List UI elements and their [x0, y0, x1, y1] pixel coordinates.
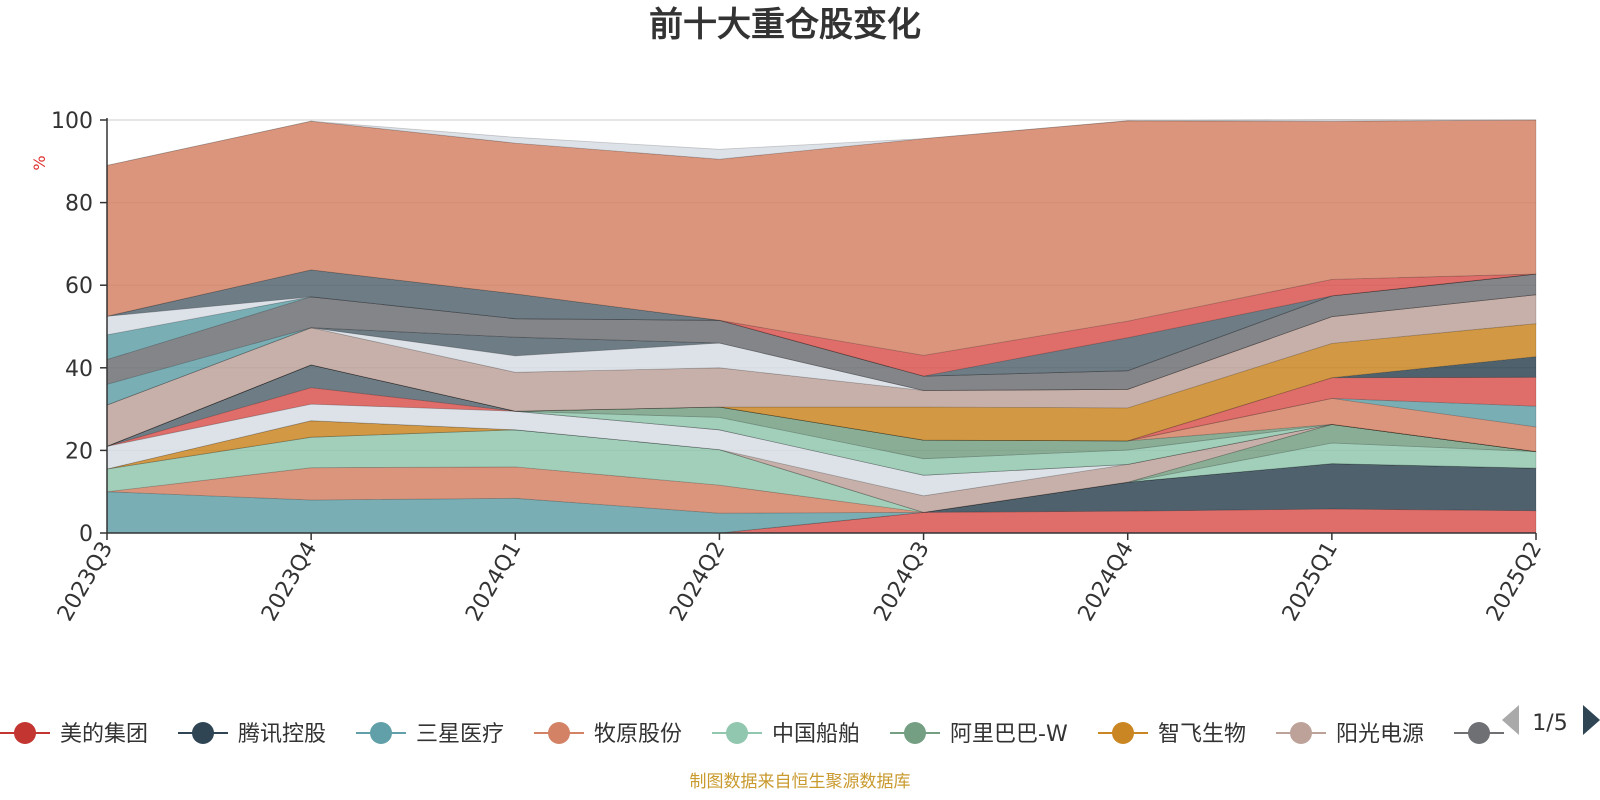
legend-marker: [904, 722, 926, 744]
legend-item-2[interactable]: 腾讯控股: [178, 722, 326, 747]
legend-item-8[interactable]: 阳光电源: [1276, 722, 1424, 747]
legend-item-5[interactable]: 中国船舶: [712, 722, 860, 747]
legend-item-6[interactable]: 阿里巴巴-W: [890, 722, 1068, 747]
legend-item-9[interactable]: [1454, 722, 1504, 744]
legend-marker: [14, 722, 36, 744]
pager-next-icon[interactable]: [1583, 705, 1600, 735]
legend-label: 阳光电源: [1336, 722, 1424, 747]
legend-marker: [370, 722, 392, 744]
y-tick-label: 20: [65, 439, 93, 464]
legend-item-3[interactable]: 三星医疗: [356, 722, 504, 747]
pager-label: 1/5: [1532, 711, 1567, 736]
y-tick-label: 0: [79, 522, 93, 547]
legend-pager: 1/5: [1502, 705, 1600, 736]
legend-label: 美的集团: [60, 722, 148, 747]
legend-label: 阿里巴巴-W: [950, 722, 1068, 747]
pager-prev-icon[interactable]: [1502, 705, 1519, 735]
x-tick-label: 2024Q1: [461, 538, 526, 626]
source-note: 制图数据来自恒生聚源数据库: [690, 772, 911, 792]
x-tick-label: 2023Q3: [53, 538, 118, 626]
area-series: [106, 119, 1537, 534]
legend-item-7[interactable]: 智飞生物: [1098, 722, 1246, 747]
y-tick-label: 40: [65, 357, 93, 382]
area-series-29[interactable]: [106, 119, 1537, 166]
legend-item-1[interactable]: 美的集团: [0, 722, 148, 747]
area-series-5[interactable]: [106, 429, 1537, 513]
y-axis-unit: %: [30, 155, 49, 170]
legend-marker: [548, 722, 570, 744]
x-tick-label: 2024Q2: [665, 538, 730, 626]
area-series-9[interactable]: [106, 403, 1537, 497]
x-tick-label: 2024Q4: [1074, 538, 1139, 626]
legend-label: 智飞生物: [1158, 722, 1246, 747]
x-tick-label: 2025Q2: [1482, 538, 1547, 626]
legend-marker: [1290, 722, 1312, 744]
y-tick-label: 100: [51, 109, 93, 134]
legend-label: 牧原股份: [594, 722, 682, 747]
x-tick-label: 2024Q3: [869, 538, 934, 626]
legend-label: 腾讯控股: [238, 722, 326, 747]
legend-marker: [1112, 722, 1134, 744]
y-tick-label: 80: [65, 192, 93, 217]
x-tick-label: 2025Q1: [1278, 538, 1343, 626]
y-tick-label: 60: [65, 274, 93, 299]
legend-item-4[interactable]: 牧原股份: [534, 722, 682, 747]
legend-label: 中国船舶: [772, 722, 860, 747]
legend-marker: [192, 722, 214, 744]
legend-marker: [1468, 722, 1490, 744]
legend: 美的集团 腾讯控股 三星医疗 牧原股份 中国船舶 阿里巴巴-W 智飞生物 阳光电源: [0, 722, 1504, 747]
legend-marker: [726, 722, 748, 744]
legend-label: 三星医疗: [416, 722, 504, 747]
chart-title: 前十大重仓股变化: [649, 5, 921, 45]
area-series-23[interactable]: [106, 273, 1537, 391]
x-tick-label: 2023Q4: [257, 538, 322, 626]
